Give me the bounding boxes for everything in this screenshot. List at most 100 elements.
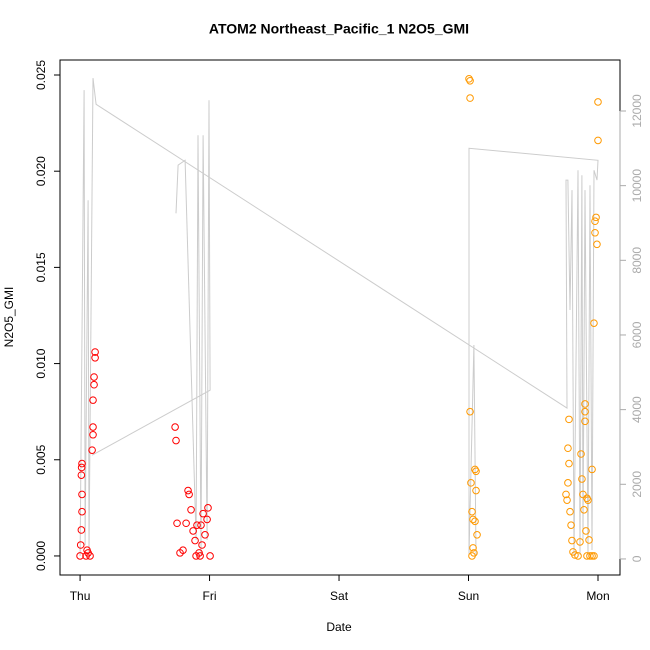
x-tick-label: Sat <box>330 589 349 603</box>
x-tick-label: Sun <box>458 589 479 603</box>
data-point <box>90 373 98 381</box>
data-point <box>184 486 192 495</box>
data-point <box>466 76 474 85</box>
data-point <box>588 465 596 474</box>
data-point <box>469 515 477 524</box>
data-point <box>578 475 586 483</box>
data-point <box>580 505 588 514</box>
y-tick-label: 0.005 <box>34 444 48 474</box>
data-point <box>91 348 99 356</box>
data-point <box>592 213 600 222</box>
x-tick-label: Thu <box>70 589 91 603</box>
x-tick-label: Fri <box>203 589 217 603</box>
data-point <box>562 490 570 499</box>
data-point <box>197 521 205 529</box>
data-point <box>77 471 86 479</box>
y2-tick-label: 4000 <box>630 396 644 423</box>
data-point <box>467 479 475 487</box>
chart-title: ATOM2 Northeast_Pacific_1 N2O5_GMI <box>209 21 469 37</box>
data-point <box>77 526 86 534</box>
data-point <box>591 217 599 226</box>
data-point <box>576 538 584 546</box>
data-point <box>189 527 197 535</box>
data-point <box>581 400 589 408</box>
data-point <box>78 507 86 516</box>
data-point <box>567 521 575 529</box>
y2-tick-label: 10000 <box>630 169 644 203</box>
data-point <box>472 486 480 495</box>
data-point <box>76 541 85 549</box>
data-point <box>89 423 97 431</box>
data-point <box>203 515 211 524</box>
data-point <box>585 536 593 544</box>
altitude-line <box>79 78 599 557</box>
data-point <box>586 552 594 560</box>
data-point <box>78 459 86 468</box>
y2-tick-label: 0 <box>630 555 644 562</box>
data-point <box>563 496 571 504</box>
data-point <box>564 444 572 453</box>
y-tick-label: 0.020 <box>34 156 48 186</box>
data-point <box>468 507 476 516</box>
data-point <box>201 530 209 539</box>
data-point <box>473 530 481 539</box>
data-point <box>568 536 576 545</box>
data-point <box>470 549 478 557</box>
data-point <box>187 505 195 514</box>
data-point <box>171 423 179 431</box>
data-point <box>466 94 474 102</box>
data-point <box>89 396 97 404</box>
data-point <box>472 467 480 476</box>
data-point <box>566 507 574 516</box>
data-point <box>565 459 573 468</box>
x-axis-label: Date <box>326 620 352 634</box>
data-point <box>579 490 587 499</box>
data-point <box>582 527 590 535</box>
data-point <box>591 228 599 237</box>
data-point <box>172 436 180 445</box>
data-point <box>179 546 187 554</box>
data-point <box>594 98 602 106</box>
y2-tick-label: 8000 <box>630 247 644 274</box>
x-tick-label: Mon <box>586 589 609 603</box>
data-point <box>78 490 86 499</box>
y-tick-label: 0.015 <box>34 252 48 282</box>
data-point <box>76 552 84 560</box>
data-point <box>564 479 572 487</box>
data-point <box>565 415 573 424</box>
data-point <box>469 544 477 552</box>
y2-tick-label: 12000 <box>630 94 644 128</box>
data-point <box>588 552 596 560</box>
data-point <box>594 136 602 145</box>
data-point <box>196 552 204 560</box>
data-point <box>193 521 201 529</box>
data-point <box>185 490 193 499</box>
y2-tick-label: 2000 <box>630 471 644 498</box>
data-point <box>199 509 207 518</box>
data-point <box>204 504 212 512</box>
data-point <box>577 450 585 458</box>
data-point <box>182 519 190 528</box>
y-tick-label: 0.025 <box>34 60 48 90</box>
data-point <box>198 541 206 549</box>
data-point <box>574 552 582 560</box>
data-point <box>191 536 199 545</box>
data-point <box>91 354 99 362</box>
data-point <box>471 517 479 526</box>
y-tick-label: 0.010 <box>34 348 48 378</box>
data-point <box>590 319 598 327</box>
data-point <box>583 552 591 560</box>
y-axis-label: N2O5_GMI <box>2 287 16 348</box>
data-point <box>192 552 200 560</box>
data-point <box>466 407 474 416</box>
data-point <box>206 552 214 560</box>
data-point <box>593 240 601 249</box>
data-point <box>581 417 589 426</box>
data-point <box>571 551 579 559</box>
y-tick-label: 0.000 <box>34 541 48 571</box>
y2-tick-label: 6000 <box>630 321 644 348</box>
data-point <box>89 430 97 439</box>
data-point <box>86 552 94 560</box>
